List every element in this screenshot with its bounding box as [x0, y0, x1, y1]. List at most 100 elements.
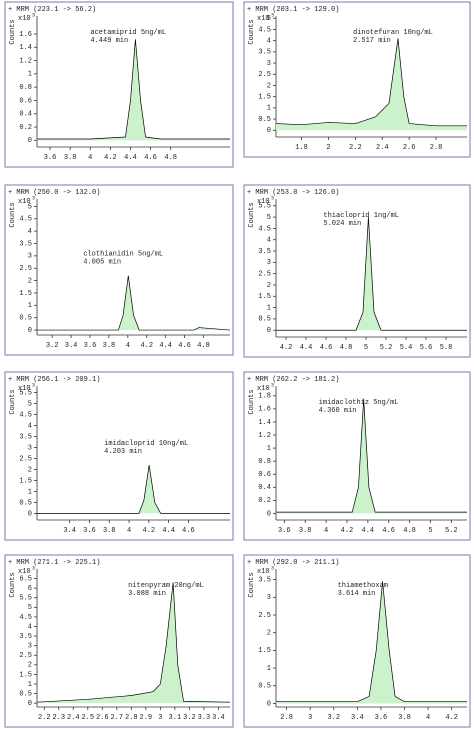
y-tick-label: 1.6 — [258, 406, 271, 414]
y-exponent: 3 — [32, 12, 35, 18]
y-exponent: 3 — [32, 382, 35, 388]
y-tick-label: 1 — [28, 488, 32, 496]
y-tick-label: 0.8 — [258, 458, 271, 466]
y-tick-label: 5 — [267, 15, 271, 23]
x-tick-label: 2.3 — [52, 714, 65, 722]
y-tick-label: 1.2 — [19, 57, 32, 65]
x-tick-label: 5 — [364, 344, 368, 352]
y-axis-label: Counts — [9, 389, 17, 414]
x-tick-label: 2.6 — [403, 144, 416, 152]
y-tick-label: 3 — [267, 60, 271, 68]
trace-line — [37, 39, 230, 140]
trace-line — [36, 582, 231, 703]
y-tick-label: 1 — [267, 665, 271, 673]
x-tick-label: 3.6 — [84, 342, 97, 350]
trace-line — [37, 275, 231, 331]
x-tick-label: 2.8 — [280, 714, 293, 722]
y-tick-label: 3 — [28, 444, 32, 452]
y-tick-label: 1.4 — [19, 44, 32, 52]
y-tick-label: 1.4 — [258, 419, 271, 427]
y-tick-label: 0 — [28, 327, 32, 335]
y-tick-label: 2.5 — [19, 652, 32, 660]
peak-annotation: 3.088 min — [128, 590, 166, 598]
y-tick-label: 4.5 — [258, 225, 271, 233]
peak-area — [37, 275, 230, 331]
x-tick-label: 5.2 — [445, 527, 458, 535]
panel-frame — [243, 371, 471, 541]
y-tick-label: 1 — [267, 445, 271, 453]
y-tick-label: 3.5 — [19, 433, 32, 441]
y-tick-label: 5 — [28, 203, 32, 211]
y-tick-label: 0 — [267, 327, 271, 335]
y-tick-label: 4 — [28, 623, 32, 631]
x-tick-label: 4.2 — [445, 714, 458, 722]
y-tick-label: 0.5 — [19, 690, 32, 698]
y-tick-label: 2 — [28, 277, 32, 285]
y-tick-label: 6.5 — [19, 575, 32, 583]
x-tick-label: 3.2 — [183, 714, 196, 722]
peak-annotation: thiamethoxam — [338, 582, 388, 590]
y-tick-label: 1 — [267, 105, 271, 113]
panel-frame — [4, 371, 234, 541]
y-tick-label: 2 — [267, 282, 271, 290]
y-tick-label: 5 — [28, 400, 32, 408]
y-tick-label: 0 — [267, 510, 271, 518]
x-tick-label: 3.6 — [278, 527, 291, 535]
y-tick-label: 0.5 — [19, 315, 32, 323]
panel-frame — [4, 184, 234, 356]
y-tick-label: 3.5 — [19, 240, 32, 248]
y-tick-label: 0.6 — [19, 97, 32, 105]
x-tick-label: 4.8 — [164, 154, 177, 162]
x-tick-label: 3.3 — [198, 714, 211, 722]
y-tick-label: 5 — [28, 604, 32, 612]
y-tick-label: 2.5 — [19, 455, 32, 463]
y-tick-label: 1 — [28, 681, 32, 689]
peak-annotation: acetamiprid 5ng/mL — [90, 29, 166, 37]
y-multiplier: x10 — [257, 385, 270, 393]
y-tick-label: 0.4 — [19, 111, 32, 119]
x-tick-label: 2.9 — [140, 714, 153, 722]
x-tick-label: 3 — [308, 714, 312, 722]
x-tick-label: 4.6 — [382, 527, 395, 535]
x-tick-label: 4.4 — [124, 154, 137, 162]
y-axis-label: Counts — [248, 572, 256, 597]
y-tick-label: 1.5 — [258, 293, 271, 301]
x-tick-label: 2.8 — [430, 144, 443, 152]
panel-frame — [243, 554, 471, 728]
panel-title: + MRM (256.1 -> 209.1) — [8, 376, 100, 384]
y-axis-label: Counts — [9, 19, 17, 44]
y-tick-label: 5 — [267, 214, 271, 222]
x-tick-label: 3.8 — [398, 714, 411, 722]
y-axis-label: Counts — [9, 202, 17, 227]
x-tick-label: 5 — [428, 527, 432, 535]
y-tick-label: 4 — [28, 228, 32, 236]
y-tick-label: 3.5 — [258, 576, 271, 584]
peak-annotation: clothianidin 5ng/mL — [83, 250, 163, 258]
y-tick-label: 0.5 — [258, 316, 271, 324]
x-tick-label: 4 — [426, 714, 430, 722]
y-tick-label: 3.5 — [258, 49, 271, 57]
y-tick-label: 3 — [28, 253, 32, 261]
x-tick-label: 3.6 — [44, 154, 57, 162]
y-axis-label: Counts — [248, 202, 256, 227]
y-tick-label: 0.8 — [19, 84, 32, 92]
x-tick-label: 3.8 — [103, 527, 116, 535]
x-tick-label: 2.2 — [38, 714, 51, 722]
y-tick-label: 2.5 — [258, 612, 271, 620]
panel-title: + MRM (223.1 -> 56.2) — [8, 6, 96, 14]
x-tick-label: 4.8 — [403, 527, 416, 535]
y-tick-label: 1.5 — [19, 477, 32, 485]
y-tick-label: 3.5 — [258, 248, 271, 256]
y-tick-label: 0.5 — [19, 499, 32, 507]
y-tick-label: 1 — [267, 304, 271, 312]
y-tick-label: 0 — [28, 137, 32, 145]
y-tick-label: 0 — [28, 510, 32, 518]
y-tick-label: 2.5 — [258, 71, 271, 79]
x-tick-label: 4.6 — [320, 344, 333, 352]
y-tick-label: 6 — [28, 585, 32, 593]
y-tick-label: 0.4 — [258, 484, 271, 492]
